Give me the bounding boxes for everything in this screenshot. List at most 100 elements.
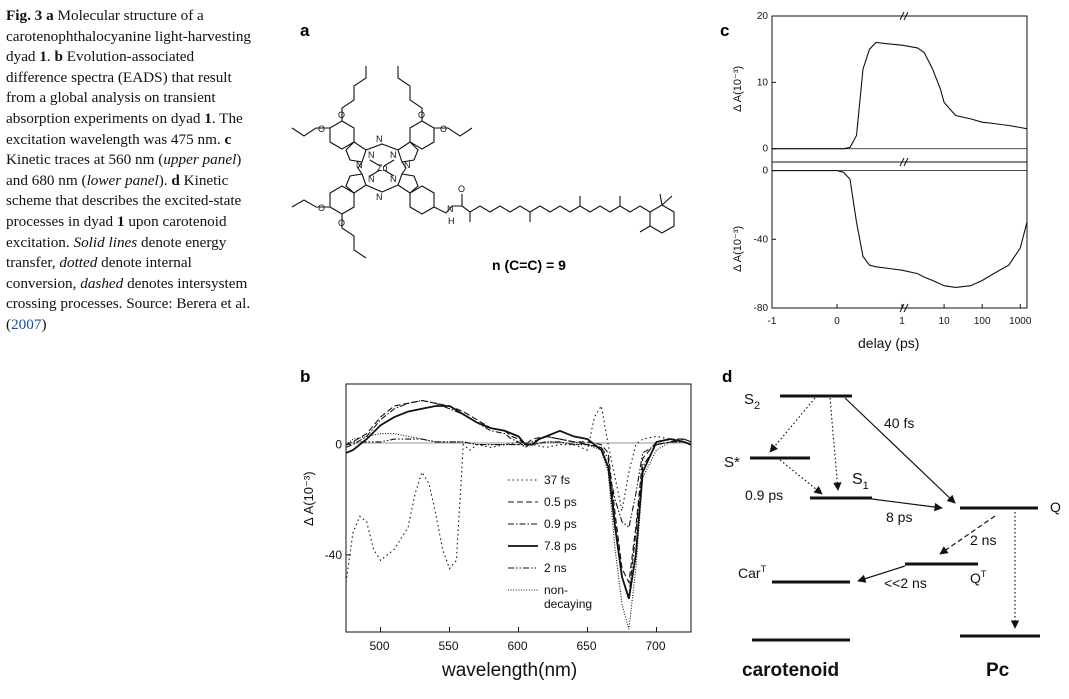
panel-b-series-5 bbox=[345, 433, 692, 630]
caption-b-text2: . The excitation wavelength was 475 nm. bbox=[6, 109, 243, 148]
panel-c-lower-ylabel: Δ A(10⁻³) bbox=[732, 226, 744, 272]
panel-b-ytick-1: -40 bbox=[325, 548, 343, 562]
panel-c-upper-ylabel: Δ A(10⁻³) bbox=[732, 66, 744, 112]
label-qt: QT bbox=[970, 569, 987, 586]
panel-c-ytick-0-0: 0 bbox=[762, 144, 768, 155]
panel-c-ytick-1-1: -40 bbox=[754, 234, 769, 245]
atom-n-7: N bbox=[368, 174, 375, 184]
caption-c-text3: ). bbox=[158, 171, 172, 189]
panel-c-xtick-5: 1000 bbox=[1009, 316, 1032, 327]
label-40fs: 40 fs bbox=[884, 415, 914, 431]
citation-year-link[interactable]: 2007 bbox=[11, 315, 42, 333]
atom-zn: Zn bbox=[377, 163, 388, 173]
atom-o-1: O bbox=[338, 110, 345, 120]
panel-b-letter: b bbox=[300, 367, 310, 386]
figure-caption: Fig. 3 a Molecular structure of a carote… bbox=[6, 7, 252, 333]
panel-c-ytick-0-2: 20 bbox=[757, 11, 769, 22]
atom-o-5: O bbox=[338, 218, 345, 228]
scheme-labels: S2 S* S1 40 fs 0.9 ps 8 ps Q 2 ns CarT Q… bbox=[724, 391, 1061, 681]
label-pc: Pc bbox=[986, 660, 1010, 681]
panel-b-ticks: 500 550 600 650 700 0 -40 bbox=[325, 438, 666, 653]
panel-c-xtick-4: 100 bbox=[974, 316, 991, 327]
axis-break-marks bbox=[899, 11, 909, 313]
atom-n-3: N bbox=[404, 160, 411, 170]
caption-solid-text: denote energy transfer, bbox=[6, 233, 227, 272]
label-s2-text: S bbox=[744, 391, 754, 408]
arrow-s2-q bbox=[844, 397, 956, 504]
label-q: Q bbox=[1050, 499, 1061, 515]
label-s1-text: S bbox=[852, 471, 863, 488]
caption-dyad-1: 1 bbox=[39, 48, 47, 66]
atom-o-3: O bbox=[418, 110, 425, 120]
panel-d-letter: d bbox=[722, 367, 732, 386]
atom-amide-h: H bbox=[448, 216, 455, 226]
arrow-q-qt bbox=[939, 515, 996, 555]
label-s2-sub: 2 bbox=[754, 400, 760, 412]
panel-b-legend-label-5: non-decaying bbox=[544, 583, 592, 611]
label-8ps: 8 ps bbox=[886, 509, 912, 525]
caption-c-text: Kinetic traces at 560 nm ( bbox=[6, 151, 164, 169]
caption-dashed: dashed bbox=[80, 274, 124, 292]
panel-b-xtick-4: 700 bbox=[646, 639, 666, 653]
caption-close: ) bbox=[41, 315, 47, 333]
caption-dyad-2: 1 bbox=[204, 109, 212, 127]
panel-b-series-2 bbox=[345, 399, 692, 597]
atom-labels: N N N N N N N N Zn N H O O O O O O O bbox=[318, 110, 465, 228]
label-lt2ns: <<2 ns bbox=[884, 575, 927, 591]
label-s-star: S* bbox=[724, 454, 740, 471]
conjugation-label: n (C=C) = 9 bbox=[492, 257, 566, 273]
panel-b-series-1 bbox=[345, 399, 692, 585]
caption-upper: upper panel bbox=[163, 151, 237, 169]
panel-c-ytick-1-2: -80 bbox=[754, 303, 769, 314]
panel-b-legend-label-0: 37 fs bbox=[544, 473, 570, 487]
panel-c-xtick-0: -1 bbox=[768, 316, 777, 327]
panel-b-xtick-1: 550 bbox=[439, 639, 459, 653]
arrow-s1-q bbox=[871, 498, 943, 512]
panel-b-series-group bbox=[345, 399, 692, 630]
panel-c-ytick-1-0: 0 bbox=[762, 166, 768, 177]
atom-o-6: O bbox=[318, 203, 325, 213]
panel-b-legend-label-1: 0.5 ps bbox=[544, 495, 577, 509]
atom-n-4: N bbox=[376, 192, 383, 202]
atom-n-8: N bbox=[390, 174, 397, 184]
caption-b-letter: b bbox=[54, 48, 63, 66]
panel-b-legend-label-3: 7.8 ps bbox=[544, 539, 577, 553]
panel-c-xlabel: delay (ps) bbox=[858, 335, 919, 351]
panel-b-legend-label-2: 0.9 ps bbox=[544, 517, 577, 531]
panel-c-trace-0 bbox=[772, 41, 1028, 150]
arrow-s2-sstar bbox=[769, 397, 816, 453]
label-car-t-sup: T bbox=[761, 564, 767, 574]
panel-c-letter: c bbox=[720, 21, 729, 40]
label-2ns: 2 ns bbox=[970, 532, 996, 548]
atom-n-1: N bbox=[376, 134, 383, 144]
caption-b-text: Evolution-associated difference spectra … bbox=[6, 48, 232, 127]
panel-a-letter: a bbox=[300, 21, 310, 40]
panel-b-legend-label-4: 2 ns bbox=[544, 561, 567, 575]
label-s1: S1 bbox=[852, 471, 869, 492]
panel-b-series-4 bbox=[345, 438, 692, 529]
caption-dotted: dotted bbox=[59, 254, 98, 272]
panel-c-lower-frame bbox=[771, 161, 1028, 309]
panel-b-frame bbox=[345, 383, 692, 633]
panel-b-xtick-0: 500 bbox=[370, 639, 390, 653]
panel-c-series-group bbox=[772, 41, 1028, 288]
panel-b-xtick-3: 650 bbox=[577, 639, 597, 653]
panel-b-xtick-2: 600 bbox=[508, 639, 528, 653]
panel-b-xlabel: wavelength(nm) bbox=[441, 660, 577, 681]
atom-o-7: O bbox=[458, 184, 465, 194]
atom-amide-n: N bbox=[447, 204, 454, 214]
caption-solid: Solid lines bbox=[73, 233, 138, 251]
caption-a-text: Molecular structure of a carotenophthalo… bbox=[6, 7, 252, 66]
panel-c-xtick-2: 1 bbox=[899, 316, 905, 327]
atom-n-2: N bbox=[356, 160, 363, 170]
atom-n-5: N bbox=[368, 150, 375, 160]
panel-b-series-3 bbox=[345, 405, 692, 600]
label-s1-sub: 1 bbox=[863, 480, 869, 492]
caption-dashed-text: denotes intersystem crossing processes. … bbox=[6, 274, 251, 333]
label-qt-text: Q bbox=[970, 570, 981, 586]
arrow-qt-cart bbox=[857, 565, 906, 583]
panel-c-ticks: 0 10 20 0 -40 -80 -1 0 1 10 100 1000 bbox=[754, 11, 1032, 327]
panel-c-xtick-1: 0 bbox=[834, 316, 840, 327]
panel-c-trace-1 bbox=[772, 170, 1028, 288]
caption-c-text2: ) and 680 nm ( bbox=[6, 151, 242, 189]
